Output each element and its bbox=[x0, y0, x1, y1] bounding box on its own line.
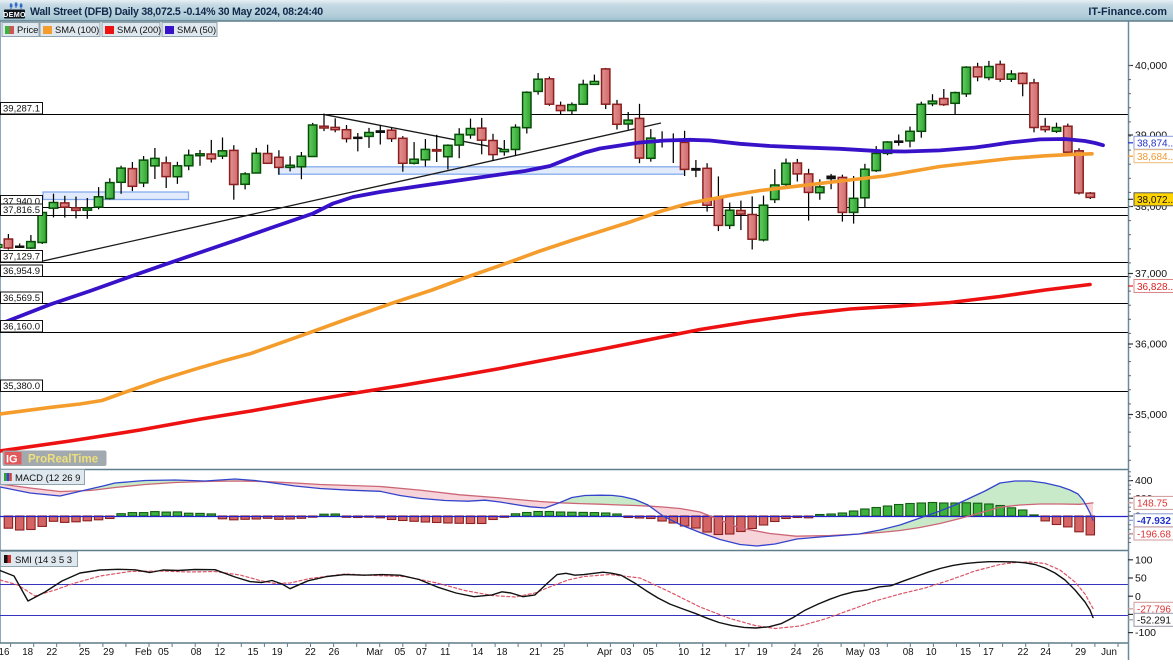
svg-text:36,160.0: 36,160.0 bbox=[3, 321, 40, 332]
svg-text:29: 29 bbox=[1075, 647, 1086, 658]
svg-text:11: 11 bbox=[440, 647, 450, 658]
svg-text:May: May bbox=[846, 647, 865, 658]
svg-text:38,874..: 38,874.. bbox=[1137, 139, 1173, 150]
svg-text:10: 10 bbox=[926, 647, 937, 658]
svg-text:26: 26 bbox=[812, 647, 823, 658]
svg-text:-27.796: -27.796 bbox=[1137, 605, 1171, 616]
svg-text:21: 21 bbox=[529, 647, 540, 658]
svg-text:15: 15 bbox=[960, 647, 971, 658]
svg-text:19: 19 bbox=[272, 647, 283, 658]
svg-text:35,000: 35,000 bbox=[1135, 409, 1167, 421]
svg-text:ProRealTime: ProRealTime bbox=[28, 454, 98, 466]
svg-text:05: 05 bbox=[643, 647, 654, 658]
svg-text:37,816.5: 37,816.5 bbox=[3, 205, 40, 216]
svg-text:Price: Price bbox=[17, 24, 38, 35]
svg-text:Mar: Mar bbox=[366, 647, 384, 658]
svg-text:40,000: 40,000 bbox=[1135, 60, 1167, 72]
svg-text:0: 0 bbox=[1135, 591, 1141, 603]
svg-text:37,940.0: 37,940.0 bbox=[3, 196, 40, 207]
svg-text:25: 25 bbox=[553, 647, 564, 658]
svg-text:50: 50 bbox=[1135, 573, 1147, 585]
svg-text:37,129.7: 37,129.7 bbox=[3, 251, 40, 262]
svg-text:25: 25 bbox=[79, 647, 90, 658]
svg-text:19: 19 bbox=[757, 647, 768, 658]
svg-text:38,072..: 38,072.. bbox=[1137, 195, 1173, 206]
svg-text:SMI (14 3 5 3: SMI (14 3 5 3 bbox=[15, 555, 72, 566]
svg-text:SMA (50): SMA (50) bbox=[177, 24, 216, 35]
svg-text:24: 24 bbox=[1040, 647, 1051, 658]
svg-text:36,954.9: 36,954.9 bbox=[3, 266, 40, 277]
svg-text:26: 26 bbox=[329, 647, 340, 658]
svg-text:17: 17 bbox=[734, 647, 745, 658]
svg-text:100: 100 bbox=[1135, 554, 1153, 566]
svg-text:22: 22 bbox=[1018, 647, 1029, 658]
svg-text:22: 22 bbox=[305, 647, 316, 658]
svg-text:-100: -100 bbox=[1135, 627, 1156, 639]
svg-text:36,828..: 36,828.. bbox=[1137, 282, 1173, 293]
svg-text:03: 03 bbox=[869, 647, 880, 658]
svg-text:-52.291: -52.291 bbox=[1137, 616, 1171, 627]
svg-text:Feb: Feb bbox=[135, 647, 152, 658]
svg-text:03: 03 bbox=[621, 647, 632, 658]
svg-text:-47.932: -47.932 bbox=[1137, 516, 1171, 527]
svg-text:08: 08 bbox=[903, 647, 914, 658]
svg-text:IG: IG bbox=[6, 454, 18, 466]
svg-text:Apr: Apr bbox=[597, 647, 613, 658]
svg-text:400: 400 bbox=[1135, 475, 1153, 487]
svg-text:14: 14 bbox=[472, 647, 483, 658]
svg-text:12: 12 bbox=[700, 647, 711, 658]
svg-text:12: 12 bbox=[214, 647, 225, 658]
svg-text:39,287.1: 39,287.1 bbox=[3, 103, 40, 114]
svg-text:18: 18 bbox=[22, 647, 33, 658]
svg-text:36,569.5: 36,569.5 bbox=[3, 293, 40, 304]
svg-text:18: 18 bbox=[497, 647, 508, 658]
svg-text:-196.68: -196.68 bbox=[1137, 529, 1171, 540]
svg-text:MACD (12 26 9: MACD (12 26 9 bbox=[15, 473, 80, 484]
svg-text:05: 05 bbox=[158, 647, 169, 658]
svg-text:08: 08 bbox=[191, 647, 202, 658]
svg-text:10: 10 bbox=[678, 647, 689, 658]
svg-text:24: 24 bbox=[791, 647, 802, 658]
svg-text:38,684..: 38,684.. bbox=[1137, 152, 1173, 163]
svg-text:Jun: Jun bbox=[1101, 647, 1117, 658]
svg-text:07: 07 bbox=[416, 647, 427, 658]
svg-text:SMA (100): SMA (100) bbox=[55, 24, 99, 35]
svg-text:05: 05 bbox=[394, 647, 405, 658]
svg-text:17: 17 bbox=[983, 647, 994, 658]
svg-text:148.75: 148.75 bbox=[1137, 499, 1168, 510]
svg-text:DEMO: DEMO bbox=[3, 10, 26, 19]
svg-text:IT-Finance.com: IT-Finance.com bbox=[1088, 6, 1167, 18]
svg-text:Wall Street (DFB) Daily 38,072: Wall Street (DFB) Daily 38,072.5 -0.14% … bbox=[30, 6, 323, 18]
svg-text:36,000: 36,000 bbox=[1135, 339, 1167, 351]
svg-text:15: 15 bbox=[248, 647, 259, 658]
svg-text:35,380.0: 35,380.0 bbox=[3, 381, 40, 392]
svg-text:22: 22 bbox=[46, 647, 57, 658]
svg-text:16: 16 bbox=[0, 647, 10, 658]
svg-text:29: 29 bbox=[103, 647, 114, 658]
svg-text:37,000: 37,000 bbox=[1135, 268, 1167, 280]
svg-text:SMA (200): SMA (200) bbox=[117, 24, 161, 35]
